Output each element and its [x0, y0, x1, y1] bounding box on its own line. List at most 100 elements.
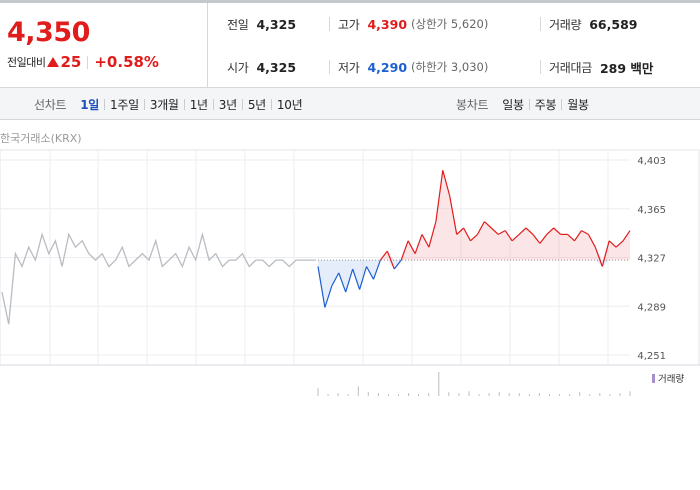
down-area-fill [318, 260, 630, 308]
change-row: 전일대비 25 +0.58% [7, 53, 159, 71]
today-price-segment [601, 240, 610, 267]
up-area-fill [318, 170, 630, 261]
candle-chart-title: 봉차트 [456, 97, 489, 112]
today-price-segment [324, 285, 333, 308]
today-price-segment [553, 227, 562, 235]
today-price-segment [365, 266, 375, 280]
stat-label: 고가 [338, 17, 360, 32]
y-tick-label: 4,365 [637, 205, 666, 216]
line-tab-3[interactable]: 1년 [189, 97, 208, 112]
current-price: 4,350 [7, 17, 90, 48]
tab-divider [561, 98, 563, 110]
today-price-segment [476, 221, 485, 235]
stat-prev-close: 전일 4,325 [227, 14, 296, 34]
today-price-segment [352, 268, 361, 290]
today-price-segment [456, 227, 465, 235]
stat-value: 4,325 [256, 59, 297, 75]
chart-tab-bar: 선차트 1일 1주일 3개월 1년 3년 5년 10년 봉차트 일봉 주봉 월봉 [0, 88, 700, 120]
line-tab-6[interactable]: 10년 [276, 97, 303, 112]
price-block: 4,350 전일대비 25 +0.58% [0, 3, 208, 88]
today-price-segment [379, 250, 388, 261]
chart-source: 한국거래소(KRX) [0, 132, 82, 145]
today-price-segment [386, 250, 395, 270]
today-price-segment [345, 268, 354, 293]
today-price-segment [372, 259, 381, 280]
today-price-segment [463, 227, 472, 242]
stat-label: 시가 [227, 60, 249, 75]
divider [87, 55, 89, 69]
today-price-segment [539, 234, 548, 244]
today-price-segment [435, 170, 444, 222]
line-tab-5[interactable]: 5년 [247, 97, 266, 112]
stat-amount: 거래대금 289 백만 [549, 57, 653, 77]
today-price-segment [414, 234, 423, 254]
volume-legend-swatch [652, 374, 655, 383]
today-price-segment [393, 259, 402, 270]
today-price-segment [608, 240, 617, 248]
stat-label: 거래량 [549, 17, 582, 32]
today-price-segment [525, 227, 534, 235]
candle-tab-2[interactable]: 월봉 [567, 97, 589, 112]
today-price-segment [567, 233, 575, 242]
stat-value: 4,290 [367, 59, 408, 75]
today-price-segment [421, 234, 430, 248]
candle-chart-tabs: 봉차트 일봉 주봉 월봉 [456, 88, 594, 120]
today-price-segment [511, 233, 520, 242]
line-tab-0[interactable]: 1일 [80, 97, 100, 112]
today-price-segment [574, 230, 582, 242]
today-price-segment [518, 227, 527, 235]
stat-value: 4,325 [256, 16, 297, 32]
up-arrow-icon [47, 57, 60, 67]
today-price-segment [483, 221, 492, 229]
volume-legend-label: 거래량 [658, 373, 684, 385]
divider [540, 17, 541, 31]
stat-high: 고가 4,390 (상한가 5,620) [338, 14, 488, 34]
today-price-segment [338, 272, 347, 293]
today-price-segment [490, 227, 499, 235]
stat-value: 4,390 [367, 16, 408, 32]
divider [329, 60, 330, 74]
tab-divider [104, 98, 106, 110]
stat-value: 66,589 [589, 16, 638, 32]
line-tab-2[interactable]: 3개월 [149, 97, 179, 112]
today-price-segment [449, 195, 458, 235]
upper-limit: (상한가 5,620) [411, 17, 489, 31]
tab-divider [143, 98, 145, 110]
today-price-segment [594, 246, 603, 267]
today-price-segment [587, 234, 596, 248]
quote-summary: 4,350 전일대비 25 +0.58% 전일 4,325 시가 4,325 고… [0, 3, 700, 88]
stat-open: 시가 4,325 [227, 57, 296, 77]
lower-limit: (하한가 3,030) [411, 60, 489, 74]
tab-divider [270, 98, 272, 110]
stat-low: 저가 4,290 (하한가 3,030) [338, 57, 488, 77]
today-price-segment [428, 221, 437, 248]
stat-label: 전일 [227, 17, 249, 32]
tab-divider [241, 98, 243, 110]
today-price-segment [317, 266, 326, 308]
candle-tab-0[interactable]: 일봉 [502, 97, 524, 112]
previous-day-line [1, 231, 316, 325]
line-tab-1[interactable]: 1주일 [110, 97, 139, 112]
line-tab-4[interactable]: 3년 [218, 97, 237, 112]
y-tick-label: 4,403 [637, 156, 666, 167]
line-chart-title: 선차트 [34, 97, 67, 112]
today-price-segment [400, 240, 409, 261]
stat-label: 거래대금 [549, 60, 592, 75]
tab-divider [183, 98, 185, 110]
tab-divider [528, 98, 530, 110]
chart-svg: 4,403 4,365 4,327 4,289 4,251 거래량 [0, 149, 700, 396]
top-border [0, 0, 700, 3]
today-price-segment [470, 233, 478, 242]
stat-value: 289 백만 [599, 60, 654, 76]
stat-label: 저가 [338, 60, 360, 75]
candle-tab-1[interactable]: 주봉 [534, 97, 557, 112]
today-price-segment [615, 240, 624, 248]
y-tick-label: 4,327 [637, 254, 666, 265]
y-tick-label: 4,251 [637, 351, 666, 362]
today-price-segment [498, 230, 506, 235]
today-price-segment [359, 266, 368, 290]
today-price-segment [546, 227, 555, 235]
today-price-segment [504, 230, 513, 242]
y-tick-label: 4,289 [637, 302, 666, 313]
change-rate: +0.58% [94, 53, 159, 71]
